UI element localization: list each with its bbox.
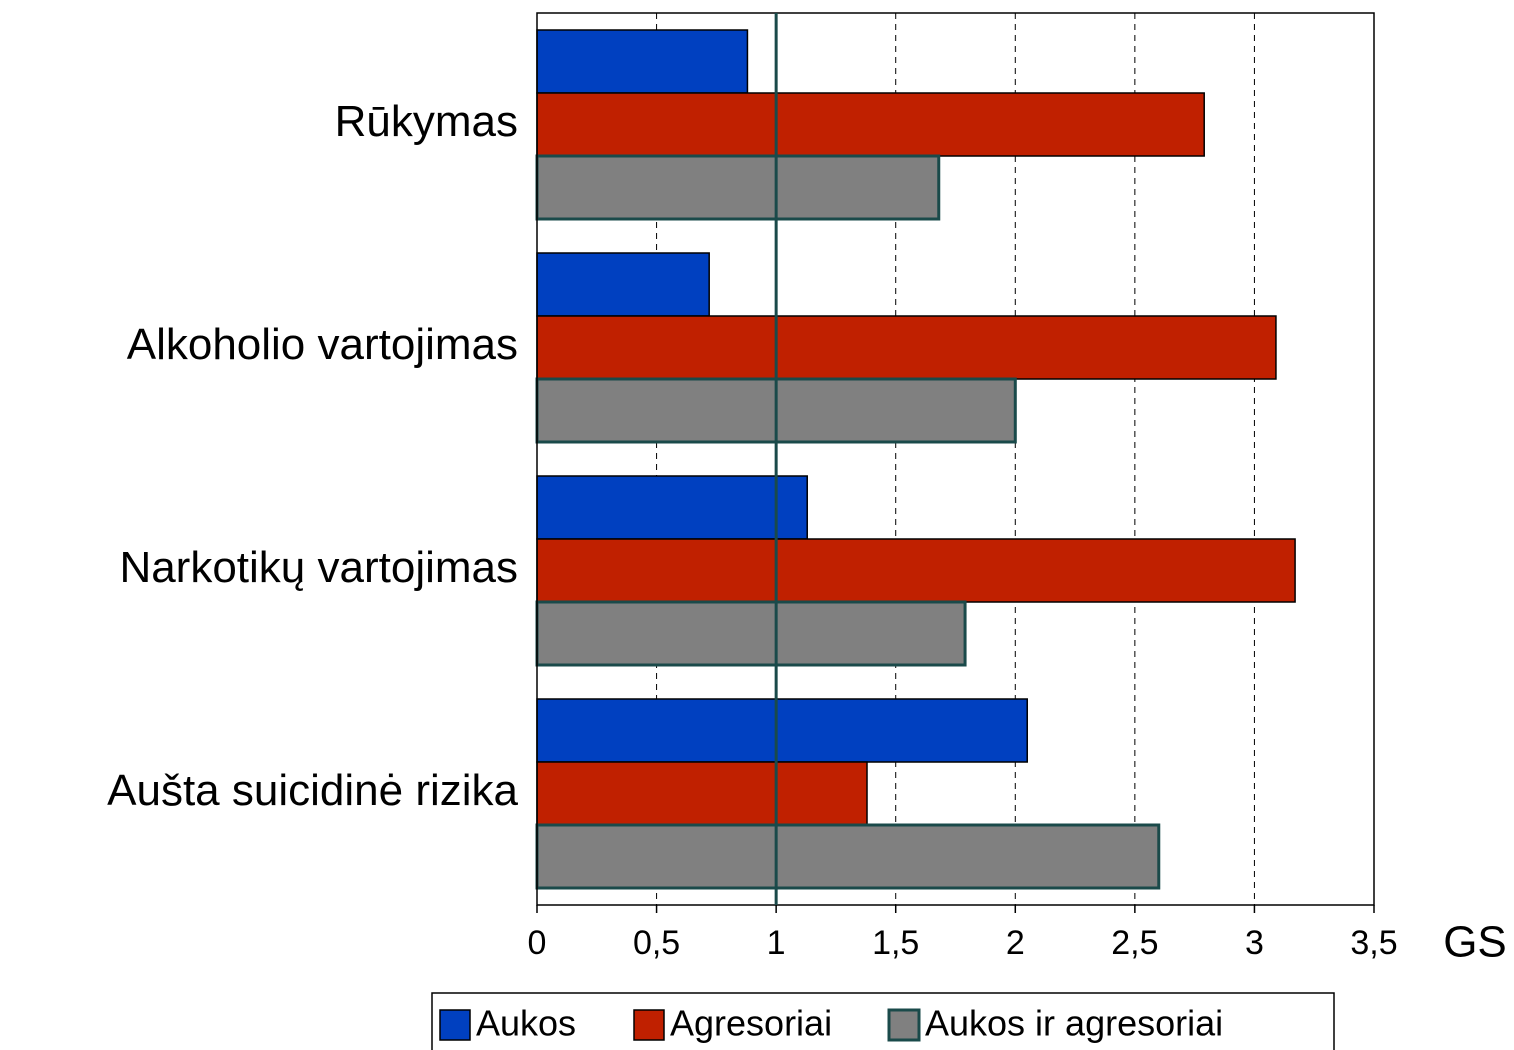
legend-label: Aukos ir agresoriai: [925, 1003, 1223, 1044]
legend-label: Agresoriai: [670, 1003, 832, 1044]
x-tick-label: 2,5: [1111, 924, 1158, 962]
x-tick-label: 2: [1006, 924, 1025, 962]
x-tick-label: 0: [528, 924, 547, 962]
bar: [536, 252, 710, 317]
legend-label: Aukos: [476, 1003, 576, 1044]
bar: [536, 92, 1205, 157]
y-tick-label: Aušta suicidinė rizika: [107, 766, 518, 815]
bar: [536, 538, 1296, 603]
y-tick-label: Alkoholio vartojimas: [127, 320, 518, 369]
bar: [536, 29, 749, 94]
legend-swatch: [439, 1009, 471, 1041]
legend-swatch: [887, 1008, 921, 1042]
bar: [535, 823, 1161, 890]
bar: [536, 315, 1277, 380]
x-tick-label: 1,5: [872, 924, 919, 962]
legend-swatch: [633, 1009, 665, 1041]
x-tick-label: 3: [1245, 924, 1264, 962]
bar: [535, 600, 967, 667]
plot-frame: [536, 12, 1375, 906]
bar: [536, 698, 1028, 763]
x-tick-label: 3,5: [1350, 924, 1397, 962]
x-axis-label: GS: [1443, 918, 1507, 967]
legend-box: [431, 992, 1335, 1050]
x-tick-label: 0,5: [633, 924, 680, 962]
bar: [536, 761, 868, 826]
bar: [536, 475, 808, 540]
x-tick-label: 1: [767, 924, 786, 962]
y-tick-label: Narkotikų vartojimas: [119, 543, 518, 592]
bar: [535, 154, 941, 221]
y-tick-label: Rūkymas: [335, 97, 518, 146]
